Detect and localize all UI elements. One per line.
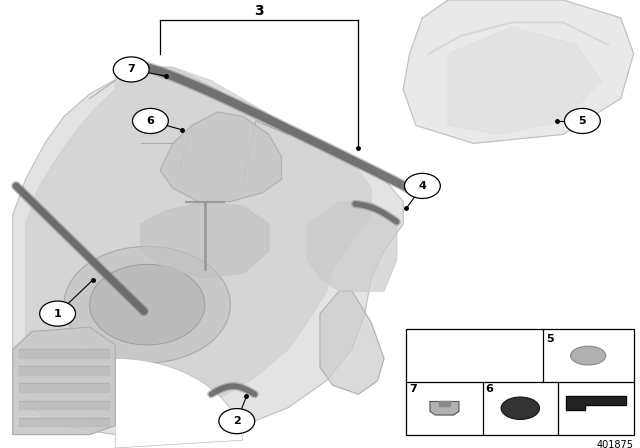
Polygon shape <box>26 67 371 426</box>
Circle shape <box>404 173 440 198</box>
Polygon shape <box>19 349 109 358</box>
Polygon shape <box>19 383 109 392</box>
Polygon shape <box>141 202 269 278</box>
Text: 3: 3 <box>254 4 264 18</box>
Polygon shape <box>566 396 626 410</box>
Polygon shape <box>448 27 602 134</box>
Text: 7: 7 <box>127 65 135 74</box>
Polygon shape <box>13 327 115 435</box>
Text: 5: 5 <box>546 334 554 344</box>
Circle shape <box>40 301 76 326</box>
Polygon shape <box>13 67 403 435</box>
Polygon shape <box>320 291 384 394</box>
Text: 1: 1 <box>54 309 61 319</box>
Circle shape <box>64 246 230 363</box>
Ellipse shape <box>501 397 540 419</box>
Polygon shape <box>19 418 109 426</box>
Wedge shape <box>115 358 243 448</box>
Bar <box>406 329 634 435</box>
Circle shape <box>113 57 149 82</box>
Text: 6: 6 <box>147 116 154 126</box>
Text: 7: 7 <box>410 384 417 394</box>
Text: 5: 5 <box>579 116 586 126</box>
Circle shape <box>132 108 168 134</box>
Text: 401875: 401875 <box>596 440 634 448</box>
Polygon shape <box>160 112 282 202</box>
Polygon shape <box>19 401 109 409</box>
Polygon shape <box>307 202 397 291</box>
Circle shape <box>219 409 255 434</box>
Polygon shape <box>19 366 109 375</box>
Text: 6: 6 <box>486 384 493 394</box>
Polygon shape <box>438 401 450 406</box>
Circle shape <box>90 264 205 345</box>
Text: 4: 4 <box>419 181 426 191</box>
Polygon shape <box>403 0 634 143</box>
Polygon shape <box>430 401 459 415</box>
Circle shape <box>564 108 600 134</box>
Ellipse shape <box>571 346 606 365</box>
Text: 2: 2 <box>233 416 241 426</box>
